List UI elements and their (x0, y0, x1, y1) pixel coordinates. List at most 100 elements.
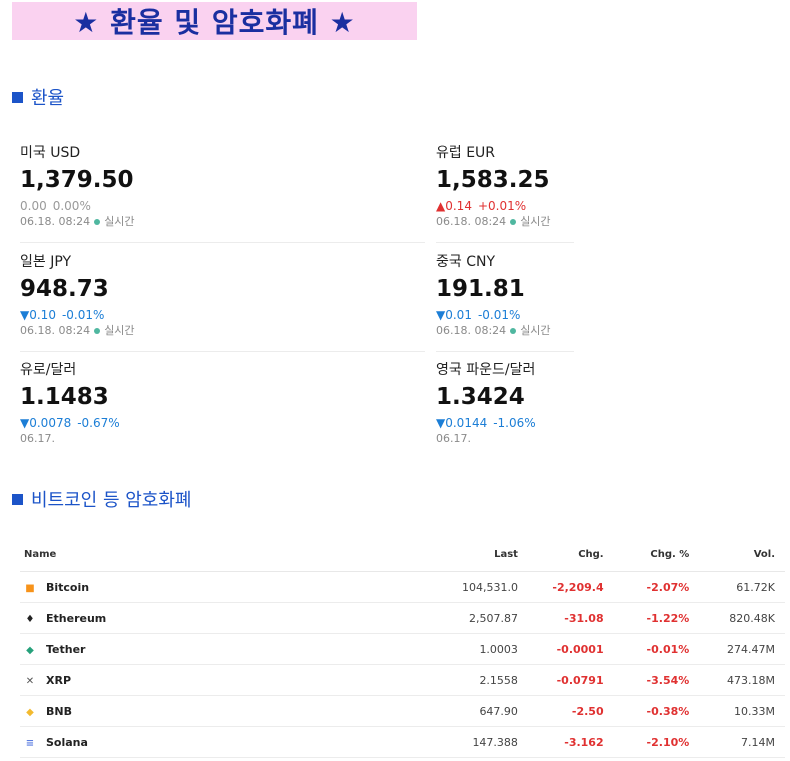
coin-name-cell[interactable]: ♦ Ethereum (20, 602, 402, 634)
volume-cell: 820.48K (699, 602, 785, 634)
change-cell: -3.162 (527, 726, 614, 758)
last-price-cell: 647.90 (401, 695, 528, 727)
page-banner: ★ 환율 및 암호화폐 ★ (12, 2, 417, 40)
last-price-cell: 2.1558 (401, 664, 528, 696)
fx-section-title: 환율 (12, 84, 64, 110)
banner-title: ★ 환율 및 암호화폐 ★ (73, 6, 356, 39)
crypto-section-label: 비트코인 등 암호화폐 (31, 490, 192, 511)
fx-change: 0.00 0.00% (20, 199, 91, 213)
change-cell: -2.50 (527, 695, 614, 727)
crypto-section-title: 비트코인 등 암호화폐 (12, 486, 191, 512)
coin-name-cell[interactable]: ◆ Tether (20, 633, 402, 665)
fx-change: ▲0.14 +0.01% (436, 199, 527, 213)
coin-name[interactable]: Bitcoin (46, 580, 90, 594)
fx-price: 191.81 (436, 276, 525, 302)
col-header-chg[interactable]: Chg. (527, 538, 614, 572)
coin-name[interactable]: Ethereum (46, 611, 107, 625)
fx-change: ▼0.0078 -0.67% (20, 416, 120, 430)
fx-change: ▼0.10 -0.01% (20, 308, 105, 322)
fx-price: 1.3424 (436, 384, 525, 410)
xrp-icon: ✕ (25, 675, 35, 687)
fx-price: 1,583.25 (436, 167, 550, 193)
change-cell: -0.0791 (527, 664, 614, 696)
table-header-row: Name Last Chg. Chg. % Vol. (20, 538, 785, 572)
solana-icon: ≡ (25, 737, 35, 749)
volume-cell: 473.18M (699, 664, 785, 696)
table-row[interactable]: ◆ BNB 647.90 -2.50 -0.38% 10.33M (20, 695, 785, 727)
live-dot-icon (94, 327, 101, 334)
coin-name[interactable]: Tether (46, 642, 86, 656)
fx-timestamp: 06.17. (436, 432, 471, 445)
change-pct-cell: -2.07% (613, 571, 700, 603)
change-pct-cell: -1.22% (613, 602, 700, 634)
fx-name: 미국 USD (20, 145, 81, 161)
square-bullet-icon (12, 91, 23, 103)
fx-price: 948.73 (20, 276, 109, 302)
fx-card-gbpusd[interactable]: 영국 파운드/달러 1.3424 ▼0.0144 -1.06% 06.17. (436, 361, 591, 447)
last-price-cell: 1.0003 (401, 633, 528, 665)
volume-cell: 61.72K (699, 571, 785, 603)
divider (436, 351, 574, 352)
coin-name-cell[interactable]: ✕ XRP (20, 664, 402, 696)
volume-cell: 10.33M (699, 695, 785, 727)
last-price-cell: 147.388 (401, 726, 528, 758)
volume-cell: 7.14M (699, 726, 785, 758)
crypto-table: Name Last Chg. Chg. % Vol. ■ Bitcoin 104,5… (20, 538, 785, 758)
fx-timestamp: 06.18. 08:24 실시간 (20, 324, 135, 337)
live-dot-icon (510, 218, 517, 225)
change-cell: -0.0001 (527, 633, 614, 665)
fx-price: 1,379.50 (20, 167, 134, 193)
fx-name: 중국 CNY (436, 254, 496, 270)
divider (20, 351, 425, 352)
fx-section-label: 환율 (31, 88, 65, 109)
table-row[interactable]: ✕ XRP 2.1558 -0.0791 -3.54% 473.18M (20, 664, 785, 696)
col-header-vol[interactable]: Vol. (699, 538, 785, 572)
coin-name[interactable]: XRP (46, 673, 72, 687)
fx-change: ▼0.01 -0.01% (436, 308, 521, 322)
table-row[interactable]: ♦ Ethereum 2,507.87 -31.08 -1.22% 820.48K (20, 602, 785, 634)
fx-timestamp: 06.18. 08:24 실시간 (436, 324, 551, 337)
change-pct-cell: -3.54% (613, 664, 700, 696)
fx-card-jpy[interactable]: 일본 JPY 948.73 ▼0.10 -0.01% 06.18. 08:24 실시… (20, 253, 175, 339)
live-dot-icon (510, 327, 517, 334)
change-pct-cell: -0.38% (613, 695, 700, 727)
col-header-name[interactable]: Name (20, 538, 402, 572)
col-header-chg-pct[interactable]: Chg. % (613, 538, 700, 572)
fx-card-usd[interactable]: 미국 USD 1,379.50 0.00 0.00% 06.18. 08:24 실시… (20, 144, 175, 230)
table-row[interactable]: ≡ Solana 147.388 -3.162 -2.10% 7.14M (20, 726, 785, 758)
coin-name-cell[interactable]: ■ Bitcoin (20, 571, 402, 603)
fx-name: 유럽 EUR (436, 145, 496, 161)
fx-timestamp: 06.18. 08:24 실시간 (20, 215, 135, 228)
change-cell: -2,209.4 (527, 571, 614, 603)
col-header-last[interactable]: Last (401, 538, 528, 572)
ethereum-icon: ♦ (25, 613, 35, 625)
coin-name[interactable]: BNB (46, 704, 72, 718)
last-price-cell: 104,531.0 (401, 571, 528, 603)
fx-card-eurusd[interactable]: 유로/달러 1.1483 ▼0.0078 -0.67% 06.17. (20, 361, 175, 447)
coin-name[interactable]: Solana (46, 735, 88, 749)
fx-card-cny[interactable]: 중국 CNY 191.81 ▼0.01 -0.01% 06.18. 08:24 실시… (436, 253, 591, 339)
fx-card-eur[interactable]: 유럽 EUR 1,583.25 ▲0.14 +0.01% 06.18. 08:24… (436, 144, 591, 230)
live-dot-icon (94, 218, 101, 225)
square-bullet-icon (12, 493, 23, 505)
change-pct-cell: -2.10% (613, 726, 700, 758)
fx-name: 영국 파운드/달러 (436, 362, 536, 378)
fx-change: ▼0.0144 -1.06% (436, 416, 536, 430)
bnb-icon: ◆ (26, 706, 34, 718)
table-row[interactable]: ■ Bitcoin 104,531.0 -2,209.4 -2.07% 61.72K (20, 571, 785, 603)
coin-name-cell[interactable]: ≡ Solana (20, 726, 402, 758)
fx-timestamp: 06.17. (20, 432, 55, 445)
bitcoin-icon: ■ (25, 582, 35, 594)
coin-name-cell[interactable]: ◆ BNB (20, 695, 402, 727)
fx-price: 1.1483 (20, 384, 109, 410)
volume-cell: 274.47M (699, 633, 785, 665)
divider (436, 242, 574, 243)
fx-name: 일본 JPY (20, 254, 72, 270)
change-cell: -31.08 (527, 602, 614, 634)
fx-timestamp: 06.18. 08:24 실시간 (436, 215, 551, 228)
change-pct-cell: -0.01% (613, 633, 700, 665)
divider (20, 242, 425, 243)
table-row[interactable]: ◆ Tether 1.0003 -0.0001 -0.01% 274.47M (20, 633, 785, 665)
fx-name: 유로/달러 (20, 362, 77, 378)
last-price-cell: 2,507.87 (401, 602, 528, 634)
